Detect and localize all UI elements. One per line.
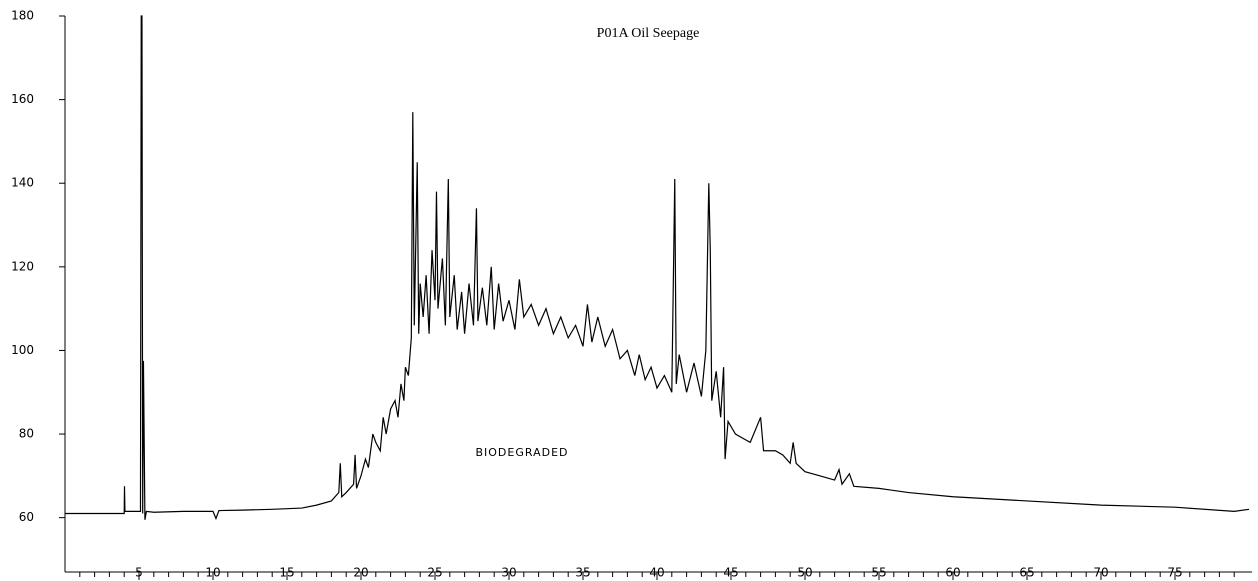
x-tick-label: 75: [1167, 566, 1182, 580]
trace-line: [65, 15, 1250, 521]
x-tick-label: 25: [427, 566, 442, 580]
y-tick-label: 60: [19, 510, 34, 524]
y-tick-label: 80: [19, 427, 34, 441]
x-tick-label: 30: [501, 566, 516, 580]
x-tick-label: 20: [353, 566, 368, 580]
x-tick-label: 70: [1093, 566, 1108, 580]
x-tick-label: 45: [723, 566, 738, 580]
y-tick-label: 140: [11, 176, 34, 190]
chart-title: P01A Oil Seepage: [597, 26, 700, 41]
x-tick-label: 65: [1019, 566, 1034, 580]
x-tick-label: 55: [871, 566, 886, 580]
x-tick-label: 5: [135, 566, 143, 580]
y-tick-label: 120: [11, 259, 34, 273]
x-tick-label: 60: [945, 566, 960, 580]
x-tick-label: 40: [649, 566, 664, 580]
y-tick-label: 160: [11, 92, 34, 106]
x-tick-label: 50: [797, 566, 812, 580]
annotation: BIODEGRADED: [475, 446, 568, 459]
x-tick-label: 10: [205, 566, 220, 580]
y-tick-label: 100: [11, 343, 34, 357]
x-tick-label: 15: [279, 566, 294, 580]
y-tick-label: 180: [11, 9, 34, 23]
x-tick-label: 35: [575, 566, 590, 580]
